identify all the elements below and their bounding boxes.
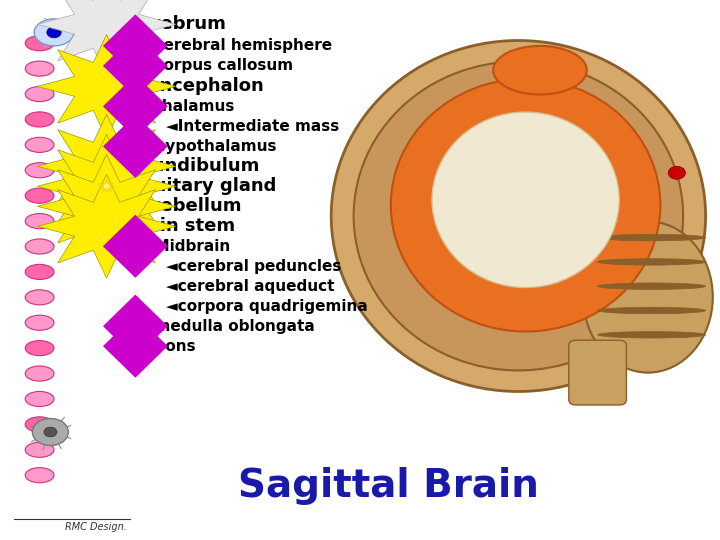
Text: ◄cerebral aqueduct: ◄cerebral aqueduct xyxy=(166,279,334,294)
Polygon shape xyxy=(37,134,176,238)
Ellipse shape xyxy=(25,188,54,203)
Ellipse shape xyxy=(598,307,706,314)
Text: corpus callosum: corpus callosum xyxy=(144,58,293,73)
Ellipse shape xyxy=(354,62,683,370)
Text: ◄corpora quadrigemina: ◄corpora quadrigemina xyxy=(166,299,367,314)
Text: cerebral hemisphere: cerebral hemisphere xyxy=(144,38,332,53)
Text: Midbrain: Midbrain xyxy=(144,239,230,254)
Ellipse shape xyxy=(25,341,54,356)
Ellipse shape xyxy=(391,79,660,332)
Ellipse shape xyxy=(598,234,706,241)
Polygon shape xyxy=(103,214,168,278)
Polygon shape xyxy=(103,35,168,97)
Ellipse shape xyxy=(44,427,57,437)
FancyBboxPatch shape xyxy=(569,340,626,405)
Polygon shape xyxy=(37,154,176,258)
Polygon shape xyxy=(37,174,176,278)
Ellipse shape xyxy=(25,112,54,127)
Ellipse shape xyxy=(25,36,54,51)
Text: pons: pons xyxy=(144,339,196,354)
Ellipse shape xyxy=(493,46,587,94)
Ellipse shape xyxy=(25,137,54,152)
Ellipse shape xyxy=(25,417,54,432)
Polygon shape xyxy=(37,114,176,218)
Text: medulla oblongata: medulla oblongata xyxy=(144,319,315,334)
Circle shape xyxy=(668,166,685,179)
Text: infundibulum: infundibulum xyxy=(126,157,261,176)
Ellipse shape xyxy=(25,366,54,381)
Ellipse shape xyxy=(432,112,619,287)
Ellipse shape xyxy=(25,61,54,76)
Ellipse shape xyxy=(598,259,706,265)
Ellipse shape xyxy=(25,239,54,254)
Polygon shape xyxy=(103,14,168,77)
Ellipse shape xyxy=(32,418,68,445)
Text: Sagittal Brain: Sagittal Brain xyxy=(238,467,539,505)
Ellipse shape xyxy=(25,468,54,483)
Ellipse shape xyxy=(25,265,54,280)
Ellipse shape xyxy=(25,86,54,102)
Polygon shape xyxy=(103,115,168,178)
Text: Diencephalon: Diencephalon xyxy=(126,77,264,96)
Ellipse shape xyxy=(25,315,54,330)
Ellipse shape xyxy=(47,27,61,38)
Ellipse shape xyxy=(25,163,54,178)
Text: thalamus: thalamus xyxy=(144,99,235,114)
Text: Cerebellum: Cerebellum xyxy=(126,197,241,215)
Ellipse shape xyxy=(598,332,706,338)
Polygon shape xyxy=(103,295,168,357)
Ellipse shape xyxy=(25,290,54,305)
Text: pituitary gland: pituitary gland xyxy=(126,177,276,195)
Ellipse shape xyxy=(25,213,54,228)
Ellipse shape xyxy=(25,392,54,407)
Text: brain stem: brain stem xyxy=(126,217,235,235)
Ellipse shape xyxy=(598,283,706,289)
Text: RMC Design.: RMC Design. xyxy=(65,522,127,531)
Text: ◄Intermediate mass: ◄Intermediate mass xyxy=(166,119,339,134)
Polygon shape xyxy=(103,314,168,378)
Text: hypothalamus: hypothalamus xyxy=(144,139,276,154)
Text: ◄cerebral peduncles: ◄cerebral peduncles xyxy=(166,259,341,274)
Polygon shape xyxy=(103,75,168,138)
Ellipse shape xyxy=(35,19,74,46)
Ellipse shape xyxy=(583,221,713,373)
Ellipse shape xyxy=(25,442,54,457)
Polygon shape xyxy=(98,180,115,193)
Polygon shape xyxy=(37,0,176,76)
Text: Cerebrum: Cerebrum xyxy=(126,15,226,33)
Polygon shape xyxy=(37,35,176,138)
Ellipse shape xyxy=(331,40,706,392)
